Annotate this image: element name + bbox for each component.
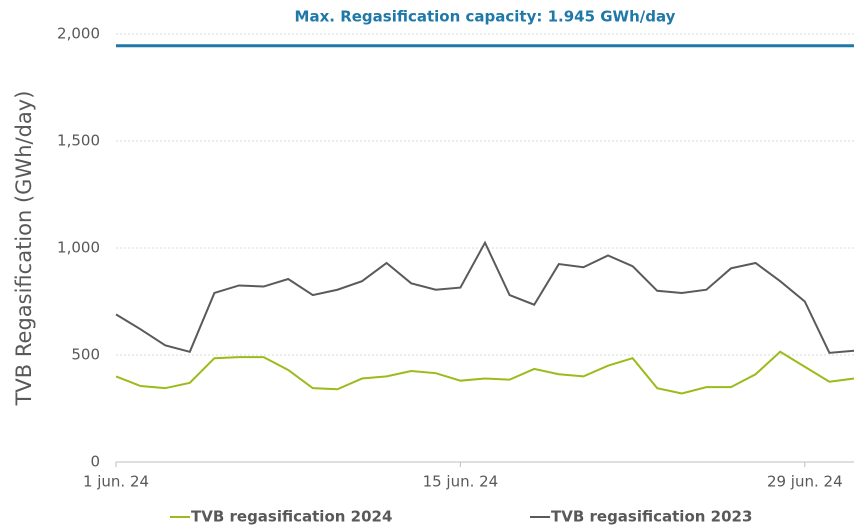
y-axis-label: TVB Regasification (GWh/day) (12, 91, 36, 407)
y-tick-label: 500 (71, 346, 100, 364)
x-tick-label: 1 jun. 24 (83, 473, 149, 491)
annotation: Max. Regasification capacity: 1.945 GWh/… (295, 8, 676, 26)
legend-label: TVB regasification 2023 (551, 508, 752, 525)
series-line (115, 240, 855, 354)
y-tick-label: 0 (90, 453, 100, 471)
x-tick-label: 29 jun. 24 (767, 473, 843, 491)
x-tick-label: 15 jun. 24 (423, 473, 499, 491)
series-line (115, 350, 855, 395)
y-tick-label: 2,000 (57, 25, 100, 43)
y-tick-label: 1,000 (57, 239, 100, 257)
y-tick-label: 1,500 (57, 132, 100, 150)
legend-label: TVB regasification 2024 (191, 508, 392, 525)
